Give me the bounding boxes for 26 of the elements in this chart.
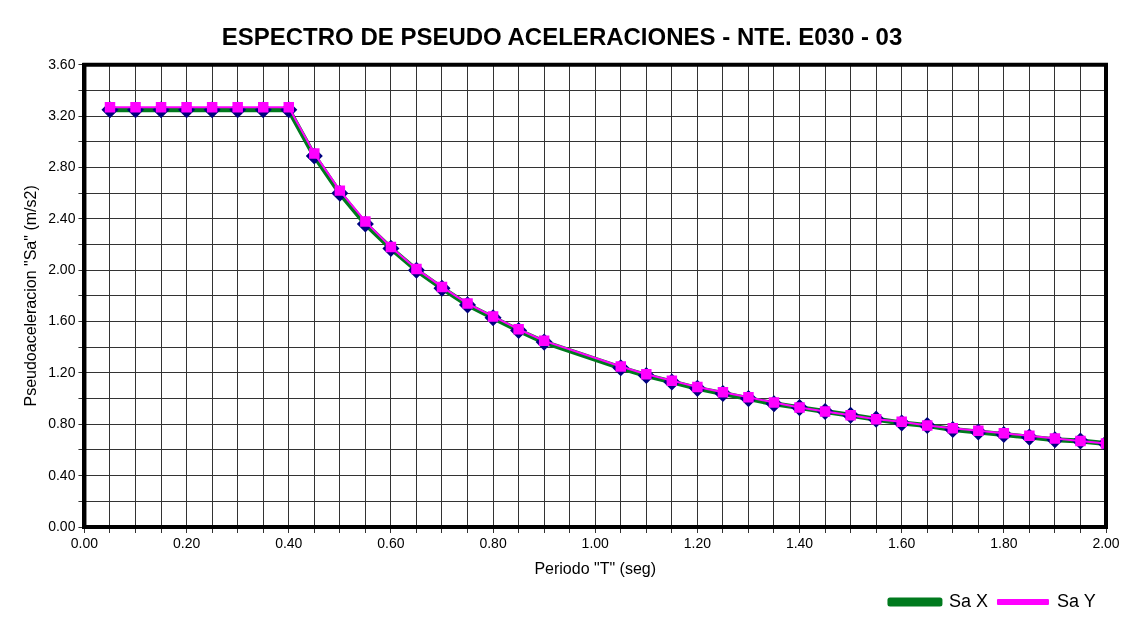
x-tick-label: 0.80 [479,535,507,552]
y-tick-label: 1.20 [48,363,76,380]
y-tick-label: 3.20 [48,107,76,124]
x-tick-label: 1.00 [581,535,610,552]
chart-title: ESPECTRO DE PSEUDO ACELERACIONES - NTE. E030 - 03 [221,23,903,51]
x-tick-label: 2.00 [1092,535,1120,552]
x-axis-title: Periodo "T" (seg) [534,559,657,577]
y-tick-label: 0.00 [48,517,76,534]
x-tick-label: 1.80 [990,535,1018,552]
legend-label: Sa X [948,590,988,611]
legend-label: Sa Y [1056,590,1096,611]
x-tick-label: 0.00 [70,535,99,552]
y-tick-label: 0.80 [48,415,76,432]
y-axis-title: Pseudoaceleracion "Sa" (m/s2) [22,185,40,407]
y-tick-label: 3.60 [48,55,76,72]
x-tick-label: 0.20 [172,535,201,552]
y-tick-label: 2.40 [48,209,76,226]
x-tick-label: 1.60 [888,535,916,552]
y-tick-label: 2.00 [48,261,76,278]
x-tick-label: 0.40 [275,535,303,552]
y-tick-label: 0.40 [48,466,76,483]
y-tick-label: 2.80 [48,158,76,175]
x-tick-label: 0.60 [377,535,405,552]
y-tick-label: 1.60 [48,312,76,329]
x-tick-label: 1.20 [683,535,712,552]
x-tick-label: 1.40 [785,535,814,552]
